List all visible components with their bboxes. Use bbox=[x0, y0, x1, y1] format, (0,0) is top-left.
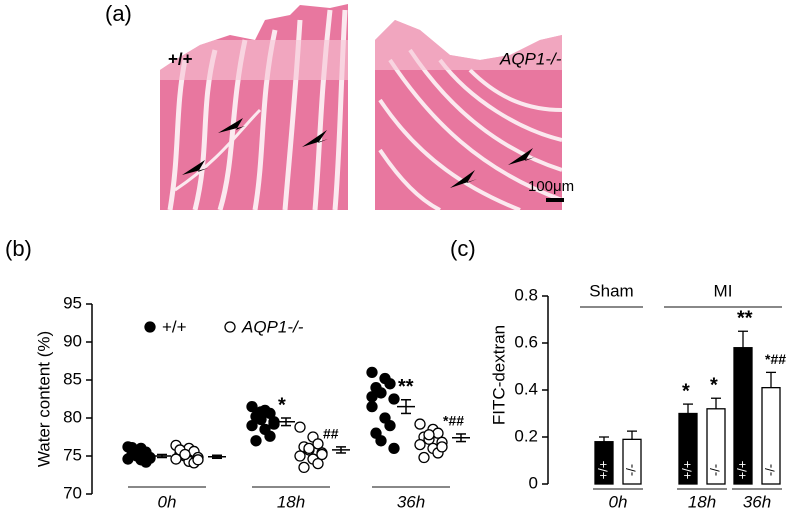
x-tick-label: 0h bbox=[609, 492, 628, 511]
data-point bbox=[179, 448, 191, 461]
data-point bbox=[366, 366, 378, 379]
data-point bbox=[131, 448, 143, 460]
y-tick-label: 85 bbox=[63, 369, 82, 388]
data-point bbox=[388, 393, 400, 405]
data-point bbox=[250, 435, 262, 447]
x-tick-label: 0h bbox=[158, 492, 177, 511]
y-tick-label: 95 bbox=[63, 293, 82, 312]
panel-label: (c) bbox=[450, 236, 476, 261]
legend-marker bbox=[144, 321, 156, 333]
data-point bbox=[316, 448, 328, 461]
bar bbox=[622, 438, 642, 485]
data-point bbox=[170, 453, 182, 465]
y-tick-label: 90 bbox=[63, 331, 82, 350]
data-point bbox=[268, 418, 280, 430]
y-tick-label: 0.6 bbox=[514, 332, 538, 351]
bar-series-label: +/+ bbox=[679, 461, 694, 480]
data-point bbox=[414, 418, 426, 430]
y-tick-label: 0.2 bbox=[514, 426, 538, 445]
significance-label: * bbox=[278, 394, 286, 416]
scale-bar bbox=[546, 198, 564, 202]
significance-label: *## bbox=[765, 351, 786, 367]
y-tick-label: 80 bbox=[63, 407, 82, 426]
significance-label: * bbox=[682, 380, 690, 402]
legend-marker bbox=[224, 321, 236, 333]
data-point bbox=[375, 435, 387, 447]
significance-label: ** bbox=[398, 376, 414, 398]
panel-label: (a) bbox=[105, 1, 132, 26]
significance-label: ## bbox=[323, 426, 339, 442]
bar-series-label: +/+ bbox=[734, 461, 749, 480]
image-label: AQP1-/- bbox=[499, 49, 562, 68]
significance-label: ** bbox=[737, 308, 753, 330]
data-point bbox=[414, 438, 426, 451]
data-point bbox=[366, 391, 378, 403]
bar-series-label: -/- bbox=[707, 464, 722, 476]
data-point bbox=[246, 419, 258, 432]
significance-label: *## bbox=[443, 413, 464, 429]
y-tick-label: 0.8 bbox=[514, 285, 538, 304]
y-tick-label: 0.4 bbox=[514, 379, 538, 398]
bar-series-label: -/- bbox=[762, 464, 777, 476]
data-point bbox=[294, 421, 306, 433]
y-tick-label: 0 bbox=[529, 473, 538, 492]
data-point bbox=[246, 400, 258, 413]
legend-label: AQP1-/- bbox=[241, 317, 304, 336]
histology-image bbox=[160, 4, 348, 210]
y-tick-label: 70 bbox=[63, 483, 82, 502]
x-tick-label: 36h bbox=[743, 492, 771, 511]
data-point bbox=[192, 454, 204, 466]
arrows bbox=[182, 118, 535, 188]
y-tick-label: 75 bbox=[63, 445, 82, 464]
x-tick-label: 18h bbox=[688, 492, 716, 511]
data-point bbox=[264, 430, 276, 442]
data-point bbox=[255, 406, 267, 418]
bar-series-label: -/- bbox=[623, 464, 638, 476]
data-point bbox=[303, 442, 315, 455]
group-label: Sham bbox=[589, 281, 633, 300]
data-point bbox=[144, 452, 156, 464]
data-point bbox=[366, 400, 378, 413]
data-point bbox=[298, 461, 310, 474]
y-axis-label: Water content (%) bbox=[34, 331, 53, 467]
image-label: +/+ bbox=[168, 49, 193, 68]
data-point bbox=[384, 378, 396, 390]
data-point bbox=[294, 450, 306, 462]
bar-series-label: +/+ bbox=[595, 461, 610, 480]
data-point bbox=[384, 419, 396, 432]
x-tick-label: 36h bbox=[397, 492, 425, 511]
data-point bbox=[436, 441, 448, 453]
significance-label: * bbox=[710, 375, 718, 397]
data-point bbox=[423, 429, 435, 441]
data-point bbox=[312, 457, 324, 470]
scale-label: 100μm bbox=[528, 178, 574, 195]
data-point bbox=[388, 442, 400, 455]
legend-label: +/+ bbox=[162, 317, 187, 336]
data-point bbox=[418, 451, 430, 464]
panel-label: (b) bbox=[5, 236, 32, 261]
group-label: MI bbox=[714, 281, 733, 300]
x-tick-label: 18h bbox=[277, 492, 305, 511]
y-axis-label: FITC-dextran bbox=[489, 325, 508, 425]
data-point bbox=[122, 453, 134, 465]
data-point bbox=[312, 438, 324, 450]
